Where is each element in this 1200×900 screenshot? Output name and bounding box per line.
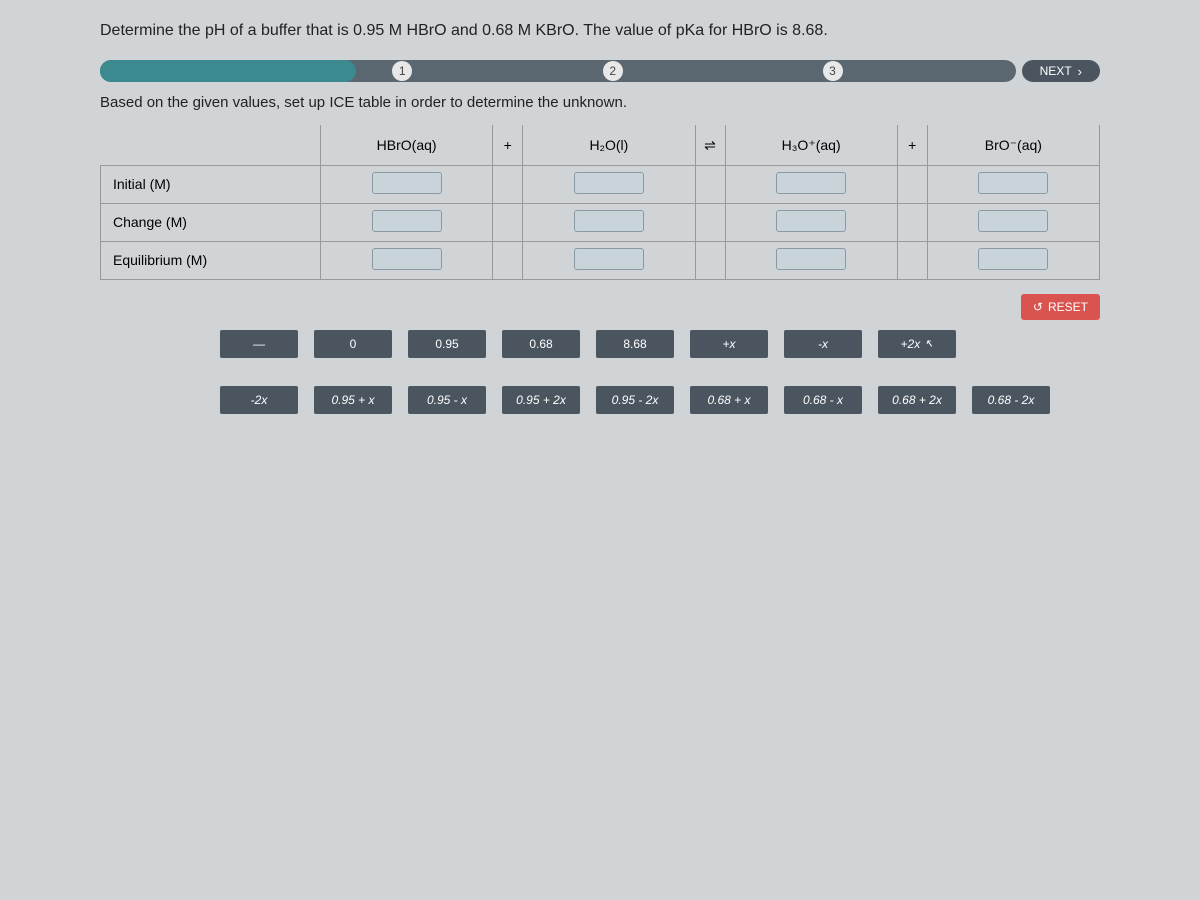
tile-068plusx[interactable]: 0.68 + x (690, 386, 768, 414)
col-hbro: HBrO(aq) (321, 125, 493, 165)
reset-button[interactable]: ↺ RESET (1021, 294, 1100, 320)
tile-plus2x[interactable]: +2x↖ (878, 330, 956, 358)
slot-initial-hbro[interactable] (372, 172, 442, 194)
row-header-blank (101, 125, 321, 165)
instruction-text: Based on the given values, set up ICE ta… (100, 94, 1100, 111)
col-h2o: H₂O(l) (523, 125, 695, 165)
tile-minusx[interactable]: -x (784, 330, 862, 358)
step-marker-1[interactable]: 1 (392, 61, 412, 81)
tile-bank: — 0 0.95 0.68 8.68 +x -x +2x↖ -2x 0.95 +… (100, 330, 1100, 426)
row-equil-label: Equilibrium (M) (101, 241, 321, 279)
tile-068[interactable]: 0.68 (502, 330, 580, 358)
slot-equil-bro[interactable] (978, 248, 1048, 270)
op-plus-1: + (493, 125, 523, 165)
tile-minus2x[interactable]: -2x (220, 386, 298, 414)
progress-fill (100, 60, 356, 82)
slot-equil-h3o[interactable] (776, 248, 846, 270)
slot-equil-h2o[interactable] (574, 248, 644, 270)
cursor-icon: ↖ (924, 337, 933, 350)
slot-change-bro[interactable] (978, 210, 1048, 232)
tile-068plus2x[interactable]: 0.68 + 2x (878, 386, 956, 414)
op-plus-2: + (897, 125, 927, 165)
progress-row: 1 2 3 NEXT › (100, 60, 1100, 82)
tile-095plusx[interactable]: 0.95 + x (314, 386, 392, 414)
step-marker-3[interactable]: 3 (823, 61, 843, 81)
next-label: NEXT (1040, 64, 1072, 78)
progress-bar: 1 2 3 (100, 60, 1016, 82)
tile-095[interactable]: 0.95 (408, 330, 486, 358)
reset-label: RESET (1048, 300, 1088, 314)
slot-initial-h2o[interactable] (574, 172, 644, 194)
tile-0[interactable]: 0 (314, 330, 392, 358)
step-marker-2[interactable]: 2 (603, 61, 623, 81)
tile-dash[interactable]: — (220, 330, 298, 358)
tile-068minus2x[interactable]: 0.68 - 2x (972, 386, 1050, 414)
op-equil: ⇌ (695, 125, 725, 165)
question-text: Determine the pH of a buffer that is 0.9… (100, 20, 1100, 42)
next-button[interactable]: NEXT › (1022, 60, 1100, 82)
row-change-label: Change (M) (101, 203, 321, 241)
tile-095plus2x[interactable]: 0.95 + 2x (502, 386, 580, 414)
tile-068minusx[interactable]: 0.68 - x (784, 386, 862, 414)
col-h3o: H₃O⁺(aq) (725, 125, 897, 165)
slot-change-h2o[interactable] (574, 210, 644, 232)
tile-095minus2x[interactable]: 0.95 - 2x (596, 386, 674, 414)
tile-095minusx[interactable]: 0.95 - x (408, 386, 486, 414)
tile-868[interactable]: 8.68 (596, 330, 674, 358)
slot-change-hbro[interactable] (372, 210, 442, 232)
row-initial-label: Initial (M) (101, 165, 321, 203)
col-bro: BrO⁻(aq) (927, 125, 1099, 165)
chevron-right-icon: › (1078, 64, 1082, 79)
slot-initial-h3o[interactable] (776, 172, 846, 194)
slot-initial-bro[interactable] (978, 172, 1048, 194)
undo-icon: ↺ (1033, 300, 1043, 314)
slot-change-h3o[interactable] (776, 210, 846, 232)
slot-equil-hbro[interactable] (372, 248, 442, 270)
tile-plusx[interactable]: +x (690, 330, 768, 358)
ice-table: HBrO(aq) + H₂O(l) ⇌ H₃O⁺(aq) + BrO⁻(aq) … (100, 125, 1100, 280)
